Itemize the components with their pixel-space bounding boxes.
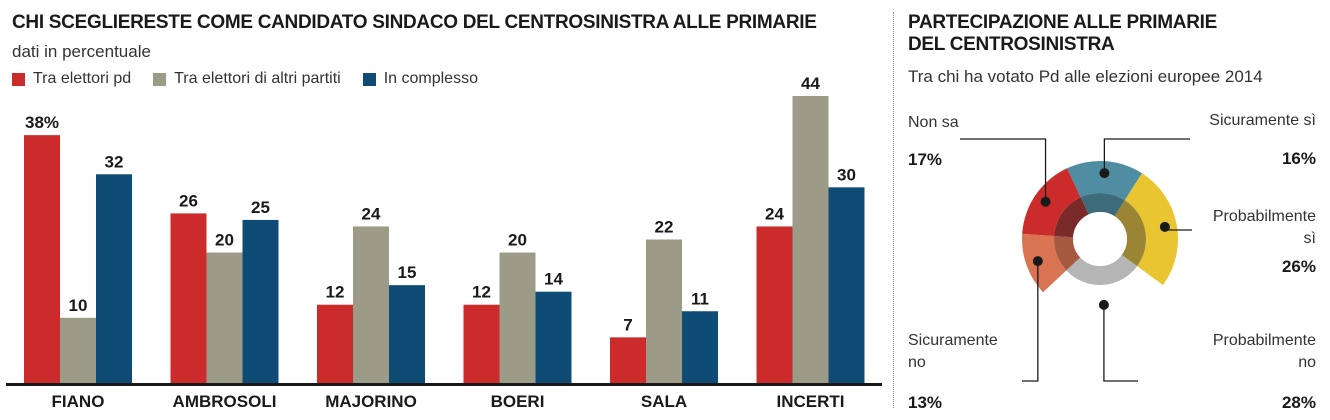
data-label-fiano-tra-elettori-pd: 38%	[25, 113, 59, 132]
bar-chart-title: CHI SCEGLIERESTE COME CANDIDATO SINDACO …	[12, 12, 817, 33]
panel-divider	[893, 12, 894, 408]
legend-label-altri: Tra elettori di altri partiti	[174, 70, 341, 87]
label-probabilmente-si-line2: sì	[1303, 230, 1316, 247]
leader-dot-probabilmente-no	[1098, 299, 1109, 310]
data-label-sala-tra-elettori-pd: 7	[623, 315, 632, 334]
legend-item-complesso: In complesso	[362, 70, 478, 88]
label-sicuramente-no-line2: no	[908, 354, 926, 371]
legend-label-pd: Tra elettori pd	[33, 70, 132, 87]
x-axis-line	[6, 383, 882, 386]
leader-dot-sicuramente-s	[1099, 168, 1110, 179]
slice-probabilmente-s	[1124, 173, 1178, 286]
bar-majorino-tra-elettori-di-altri-partiti	[353, 226, 389, 383]
label-probabilmente-si: Probabilmente sì	[1213, 206, 1316, 250]
value-non-sa: 17%	[908, 150, 943, 169]
category-label-ambrosoli: AMBROSOLI	[173, 392, 277, 411]
label-probabilmente-si-line1: Probabilmente	[1212, 208, 1316, 225]
leader-dot-sicuramente-no	[1032, 256, 1043, 267]
donut-chart-subtitle: Tra chi ha votato Pd alle elezioni europ…	[908, 67, 1263, 86]
bar-boeri-tra-elettori-di-altri-partiti	[499, 252, 536, 383]
slice-inner-probabilmente-no	[1066, 254, 1138, 285]
leader-dot-probabilmente-s	[1159, 221, 1170, 232]
legend-swatch-complesso	[362, 72, 376, 86]
label-non-sa: Non sa	[908, 114, 959, 131]
leader-line-probabilmente-s	[1164, 226, 1192, 231]
bar-ambrosoli-tra-elettori-pd	[170, 213, 207, 383]
data-label-majorino-tra-elettori-pd: 12	[326, 283, 345, 302]
bar-chart-legend: Tra elettori pd Tra elettori di altri pa…	[12, 70, 500, 88]
data-label-sala-tra-elettori-di-altri-partiti: 22	[655, 218, 674, 237]
data-label-fiano-in-complesso: 32	[105, 152, 124, 171]
leader-line-non-sa	[960, 138, 1047, 202]
data-label-incerti-in-complesso: 30	[837, 165, 856, 184]
data-label-ambrosoli-tra-elettori-di-altri-partiti: 20	[215, 231, 234, 250]
bar-boeri-tra-elettori-pd	[463, 304, 500, 383]
legend-swatch-pd	[12, 72, 25, 86]
slice-sicuramente-s	[1067, 161, 1143, 201]
category-label-sala: SALA	[641, 392, 687, 411]
bar-majorino-tra-elettori-pd	[317, 304, 353, 383]
bar-incerti-in-complesso	[828, 187, 865, 383]
label-probabilmente-no-line2: no	[1298, 354, 1316, 371]
bar-chart-subtitle: dati in percentuale	[12, 42, 151, 61]
legend-swatch-altri	[153, 72, 167, 86]
donut-title-line2: DEL CENTROSINISTRA	[908, 34, 1115, 55]
bar-sala-in-complesso	[682, 311, 718, 383]
data-label-incerti-tra-elettori-di-altri-partiti: 44	[801, 74, 820, 93]
category-label-boeri: BOERI	[491, 392, 545, 411]
bar-fiano-tra-elettori-di-altri-partiti	[60, 317, 96, 383]
legend-item-pd: Tra elettori pd	[12, 70, 131, 88]
bar-incerti-tra-elettori-di-altri-partiti	[792, 96, 829, 383]
bar-ambrosoli-tra-elettori-di-altri-partiti	[206, 252, 243, 383]
slice-inner-non-sa	[1054, 197, 1089, 238]
bar-fiano-in-complesso	[96, 174, 132, 383]
slice-inner-sicuramente-no	[1054, 235, 1081, 271]
label-sicuramente-si: Sicuramente sì	[1209, 112, 1316, 129]
data-label-ambrosoli-in-complesso: 25	[251, 198, 270, 217]
slice-non-sa	[1022, 168, 1081, 236]
leader-dot-non-sa	[1040, 196, 1051, 207]
category-label-majorino: MAJORINO	[325, 392, 417, 411]
slice-inner-probabilmente-s	[1114, 200, 1146, 267]
slice-inner-sicuramente-s	[1080, 193, 1125, 217]
label-probabilmente-no-line1: Probabilmente	[1212, 332, 1316, 349]
bar-fiano-tra-elettori-pd	[24, 135, 60, 383]
data-label-boeri-tra-elettori-pd: 12	[472, 283, 491, 302]
value-probabilmente-no: 28%	[1281, 393, 1316, 412]
leader-line-sicuramente-s	[1103, 138, 1190, 174]
value-sicuramente-no: 13%	[908, 393, 943, 412]
bar-boeri-in-complesso	[535, 291, 572, 383]
bar-incerti-tra-elettori-pd	[756, 226, 793, 383]
leader-line-sicuramente-no	[1022, 261, 1039, 382]
legend-item-altri: Tra elettori di altri partiti	[153, 70, 341, 88]
data-label-boeri-in-complesso: 14	[544, 270, 563, 289]
data-label-sala-in-complesso: 11	[691, 289, 709, 308]
slice-sicuramente-no	[1022, 233, 1067, 293]
bar-ambrosoli-in-complesso	[242, 219, 279, 383]
bar-majorino-in-complesso	[389, 285, 425, 383]
category-label-fiano: FIANO	[52, 392, 105, 411]
data-label-majorino-tra-elettori-di-altri-partiti: 24	[362, 204, 381, 223]
data-label-ambrosoli-tra-elettori-pd: 26	[179, 191, 198, 210]
value-sicuramente-si: 16%	[1281, 149, 1316, 168]
data-label-fiano-tra-elettori-di-altri-partiti: 10	[69, 296, 88, 315]
leader-line-probabilmente-no	[1103, 304, 1138, 382]
label-probabilmente-no: Probabilmente no	[1213, 330, 1316, 374]
legend-label-complesso: In complesso	[383, 70, 478, 87]
donut-hole	[1073, 212, 1127, 266]
slice-probabilmente-no	[1042, 266, 1163, 317]
bar-sala-tra-elettori-pd	[610, 337, 646, 383]
donut-title-line1: PARTECIPAZIONE ALLE PRIMARIE	[908, 12, 1217, 33]
data-label-incerti-tra-elettori-pd: 24	[765, 204, 784, 223]
data-label-boeri-tra-elettori-di-altri-partiti: 20	[508, 231, 527, 250]
donut-chart-title: PARTECIPAZIONE ALLE PRIMARIE DEL CENTROS…	[908, 12, 1217, 56]
category-label-incerti: INCERTI	[777, 392, 845, 411]
label-sicuramente-no: Sicuramente no	[908, 330, 998, 374]
value-probabilmente-si: 26%	[1281, 257, 1316, 276]
bar-sala-tra-elettori-di-altri-partiti	[646, 239, 682, 383]
label-sicuramente-no-line1: Sicuramente	[908, 332, 998, 349]
bar-chart: 38% 10 32 FIANO 26 20 25 AMBROSOLI 12 24 15 MAJORIN…	[6, 74, 882, 411]
data-label-majorino-in-complesso: 15	[398, 263, 417, 282]
